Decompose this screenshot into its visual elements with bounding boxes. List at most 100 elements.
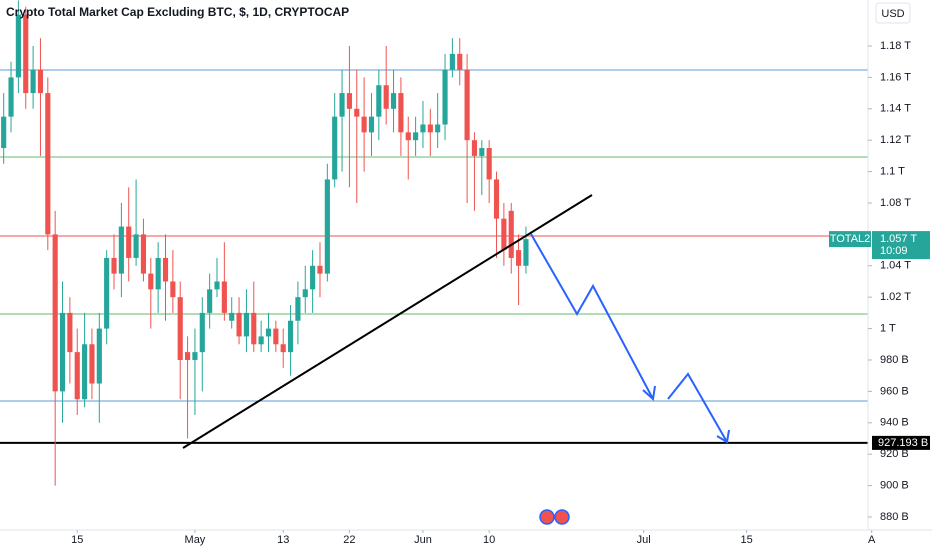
- candle-body: [1, 116, 7, 149]
- candle-body: [376, 85, 382, 117]
- candle-body: [427, 124, 433, 133]
- candle-body: [457, 53, 463, 70]
- candle-body: [324, 179, 330, 274]
- x-tick-label: 15: [741, 534, 753, 546]
- y-tick-label: 1.16 T: [880, 71, 911, 83]
- candle-body: [383, 85, 389, 109]
- candle-body: [493, 179, 500, 219]
- x-tick-label: 10: [483, 534, 495, 546]
- x-tick-label: 13: [277, 534, 289, 546]
- y-tick-label: 1 T: [880, 322, 896, 334]
- candle-body: [287, 320, 294, 353]
- candle-body: [52, 234, 58, 392]
- candle-body: [258, 336, 264, 345]
- candle-body: [332, 116, 338, 180]
- candle-body: [479, 148, 485, 156]
- event-icon[interactable]: [554, 509, 570, 525]
- price-tag-bg: [872, 231, 930, 260]
- x-tick-label: 15: [71, 534, 83, 546]
- chart-title: Crypto Total Market Cap Excluding BTC, $…: [6, 5, 349, 19]
- candle-body: [67, 312, 73, 353]
- candle-body: [111, 257, 117, 274]
- candle-body: [310, 265, 316, 290]
- candle-body: [104, 257, 110, 329]
- candle-body: [251, 312, 257, 345]
- candle-body: [361, 116, 367, 133]
- candle-body: [23, 14, 29, 94]
- x-tick-label: Jun: [414, 534, 432, 546]
- candle-body: [302, 289, 308, 298]
- candle-body: [420, 124, 426, 133]
- candle-body: [464, 69, 470, 141]
- candle-body: [280, 344, 286, 353]
- y-tick-label: 960 B: [880, 385, 909, 397]
- candle-body: [140, 234, 147, 274]
- y-tick-label: 900 B: [880, 479, 909, 491]
- level-tag: 927.193 B: [878, 437, 928, 449]
- candle-body: [82, 344, 88, 400]
- x-tick-label: Jul: [637, 534, 651, 546]
- x-tick-label: 22: [343, 534, 355, 546]
- price-tag: 1.057 T: [880, 233, 917, 245]
- candle-body: [199, 312, 205, 353]
- candle-body: [45, 93, 51, 235]
- candle-body: [368, 116, 375, 133]
- candle-body: [354, 108, 360, 117]
- candle-body: [339, 93, 345, 117]
- y-tick-label: 1.08 T: [880, 197, 911, 209]
- candle-body: [508, 210, 514, 258]
- candle-body: [243, 312, 249, 337]
- candle-body: [192, 352, 198, 360]
- candle-body: [501, 218, 507, 251]
- y-tick-label: 1.02 T: [880, 291, 911, 303]
- candle-body: [30, 69, 36, 94]
- candle-body: [126, 226, 132, 258]
- candle-body: [471, 140, 478, 156]
- price-tags: TOTAL2 1.057 T10:09 927.193 B: [829, 231, 930, 450]
- projection-arrow: [667, 372, 728, 443]
- arrow-head: [642, 385, 656, 401]
- symbol-tag-bg: [829, 231, 871, 248]
- symbol-tag: TOTAL2: [830, 233, 871, 245]
- y-tick-label: 1.12 T: [880, 134, 911, 146]
- candle-body: [59, 312, 66, 392]
- trend-line: [182, 194, 593, 449]
- candle-body: [74, 352, 80, 400]
- candles: [1, 0, 529, 486]
- currency[interactable]: USD: [881, 8, 904, 20]
- y-tick-label: 880 B: [880, 511, 909, 523]
- candle-body: [229, 312, 235, 321]
- y-tick-label: 1.04 T: [880, 260, 911, 272]
- candle-body: [486, 148, 492, 180]
- candle-body: [516, 250, 522, 266]
- y-tick-label: 1.18 T: [880, 40, 911, 52]
- candle-body: [390, 93, 397, 109]
- currency-button[interactable]: [875, 2, 911, 24]
- candle-body: [185, 352, 191, 360]
- candle-body: [221, 281, 227, 313]
- y-tick-label: 940 B: [880, 417, 909, 429]
- y-tick-label: 1.14 T: [880, 103, 911, 115]
- candle-body: [133, 234, 139, 258]
- candle-body: [317, 265, 323, 274]
- candle-body: [265, 328, 272, 337]
- y-tick-label: 1.1 T: [880, 165, 905, 177]
- candle-body: [207, 289, 213, 313]
- candle-body: [398, 93, 404, 133]
- candle-body: [295, 297, 301, 321]
- candle-body: [37, 69, 44, 94]
- arrow-head: [716, 429, 730, 444]
- x-tick-label: A: [868, 534, 876, 546]
- candle-body: [118, 226, 124, 274]
- candle-body: [236, 312, 242, 337]
- x-tick-label: May: [185, 534, 206, 546]
- candle-body: [96, 328, 102, 384]
- event-icon[interactable]: [539, 509, 555, 525]
- candle-body: [523, 239, 529, 266]
- candle-body: [162, 257, 169, 282]
- candle-body: [442, 69, 448, 125]
- candle-body: [8, 77, 14, 117]
- candle-body: [413, 132, 419, 141]
